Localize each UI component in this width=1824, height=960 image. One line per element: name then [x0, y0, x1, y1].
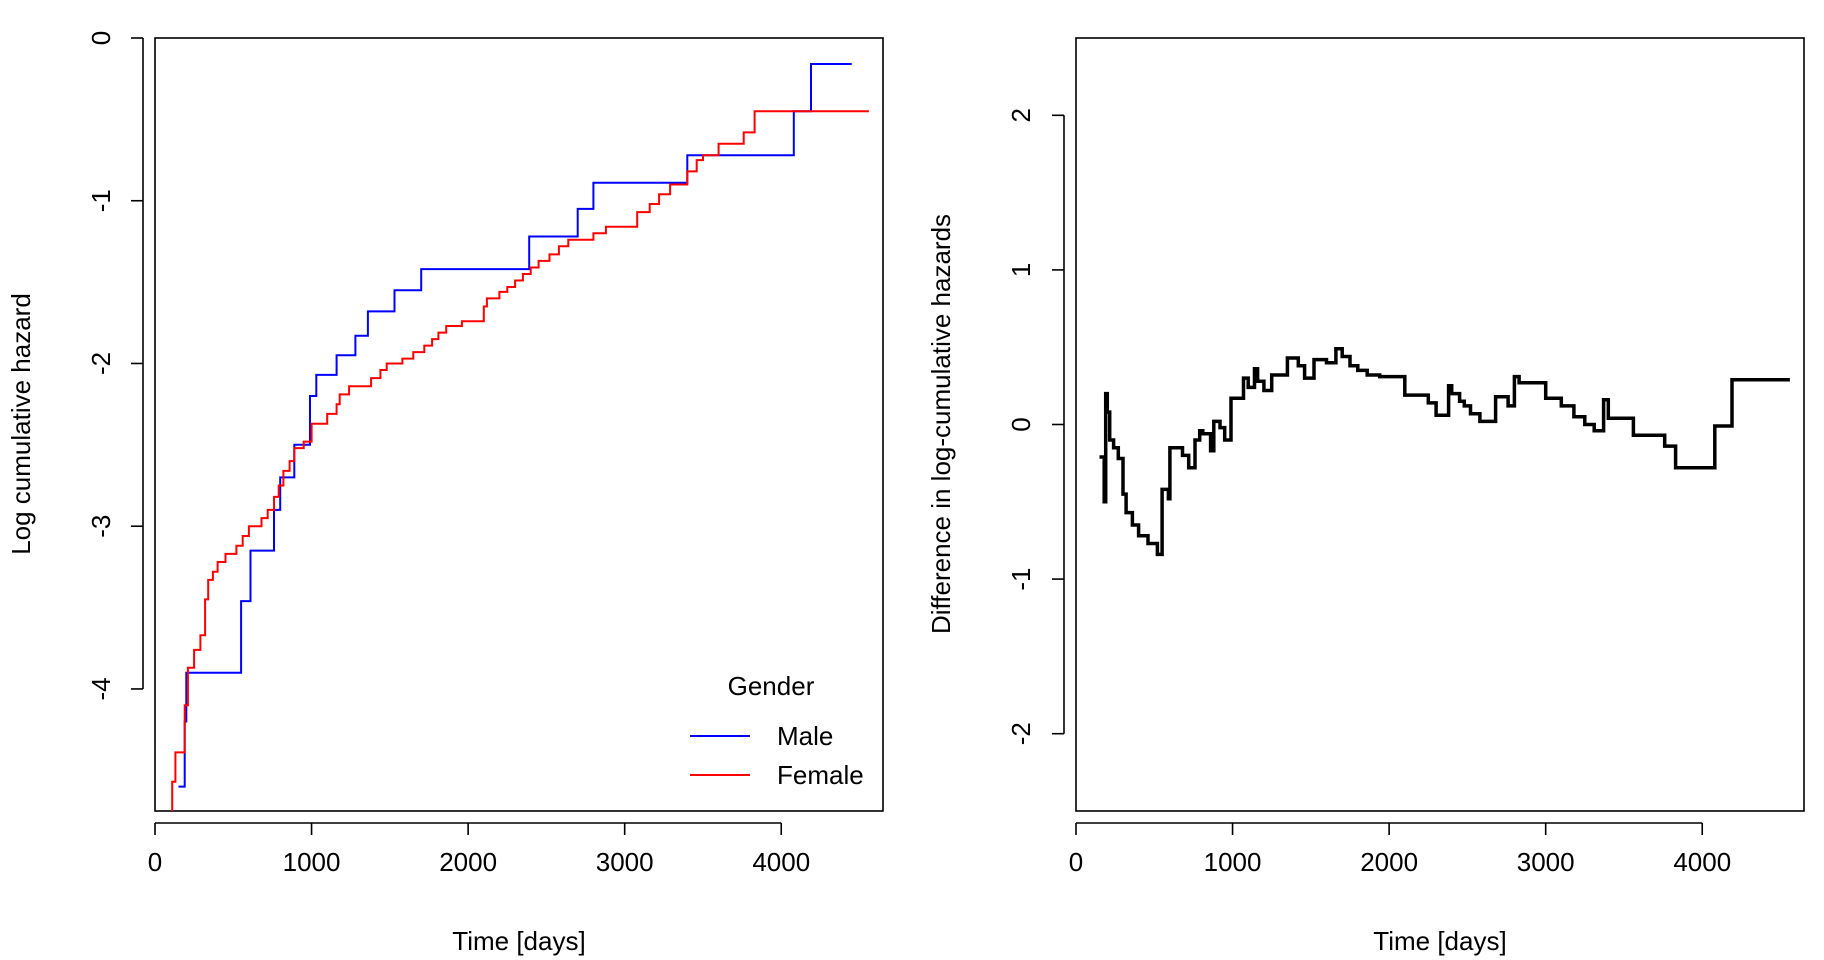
series-layer: [1099, 346, 1790, 557]
x-axis: 0 1000 2000 3000 4000: [1069, 822, 1731, 877]
y-tick-label: -4: [86, 677, 116, 700]
series-line-difference: [1099, 346, 1790, 557]
x-tick-label: 3000: [1517, 847, 1575, 877]
y-axis: 2 1 0 -1 -2: [1006, 108, 1065, 745]
y-axis: 0 -1 -2 -3 -4: [86, 31, 144, 701]
series-line-female: [171, 110, 869, 811]
x-tick-label: 0: [1069, 847, 1083, 877]
log-hazard-difference-chart: 0 1000 2000 3000 4000 2 1 0 -1 -2 Time [days] Di…: [926, 37, 1805, 956]
y-tick-label: 0: [1006, 417, 1036, 431]
y-tick-label: 1: [1006, 263, 1036, 277]
y-tick-label: -1: [1006, 568, 1036, 591]
y-tick-label: -3: [86, 515, 116, 538]
x-tick-label: 4000: [752, 847, 810, 877]
x-tick-label: 1000: [1204, 847, 1262, 877]
series-layer: [171, 63, 869, 811]
x-axis-label: Time [days]: [452, 926, 585, 956]
x-tick-label: 2000: [1360, 847, 1418, 877]
legend-label-female: Female: [777, 760, 864, 790]
y-tick-label: -2: [86, 352, 116, 375]
x-tick-label: 1000: [283, 847, 341, 877]
y-tick-label: 0: [86, 31, 116, 45]
x-axis-label: Time [days]: [1373, 926, 1506, 956]
legend: Gender Male Female: [690, 671, 864, 790]
y-axis-label: Log cumulative hazard: [6, 293, 36, 555]
x-tick-label: 3000: [596, 847, 654, 877]
y-tick-label: 2: [1006, 108, 1036, 122]
x-tick-label: 4000: [1673, 847, 1731, 877]
plot-frame: [1075, 37, 1805, 812]
legend-title: Gender: [728, 671, 815, 701]
plot-frame: [154, 37, 884, 812]
x-tick-label: 0: [148, 847, 162, 877]
legend-label-male: Male: [777, 721, 833, 751]
log-cumulative-hazard-chart: 0 1000 2000 3000 4000 0-1-2-3-4 Time [days] …: [6, 31, 884, 956]
y-tick-label: -1: [86, 189, 116, 212]
y-axis-label: Difference in log-cumulative hazards: [926, 214, 956, 634]
x-axis: 0 1000 2000 3000 4000: [148, 822, 810, 877]
series-line-male: [178, 63, 852, 788]
y-tick-label: -2: [1006, 722, 1036, 745]
x-tick-label: 2000: [439, 847, 497, 877]
